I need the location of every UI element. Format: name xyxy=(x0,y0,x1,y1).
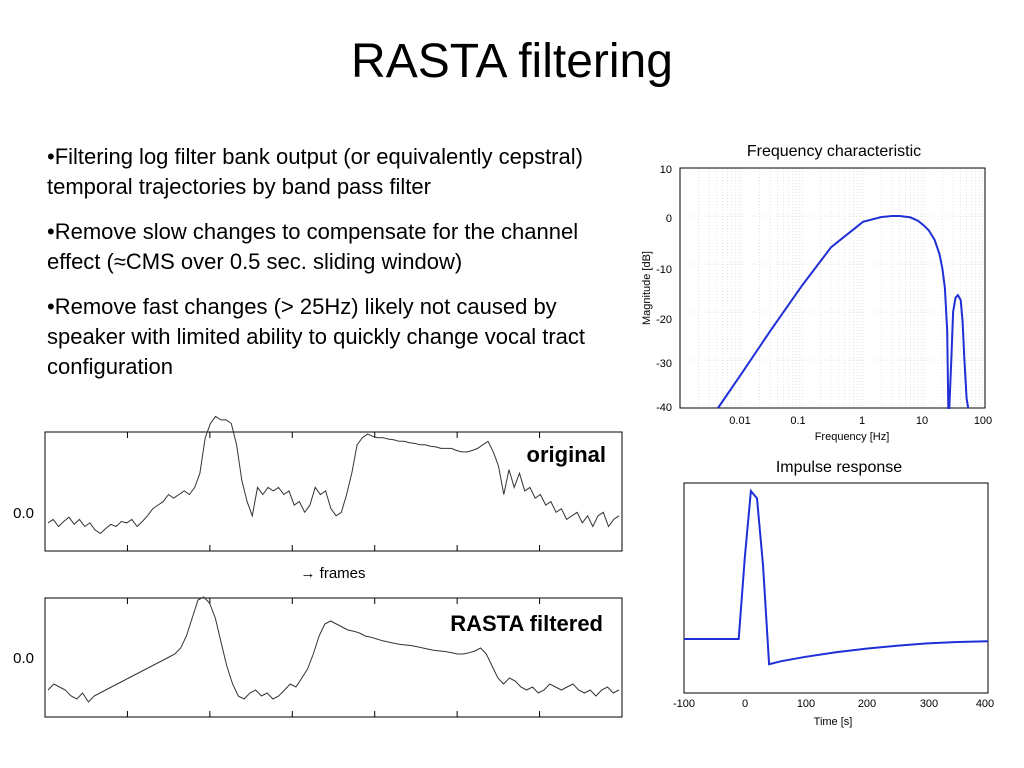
x-tick-label: 0.01 xyxy=(729,415,750,427)
y-tick-label: -40 xyxy=(656,402,672,414)
plot-frame xyxy=(679,167,986,409)
x-tick-label: 100 xyxy=(797,698,815,710)
x-tick-label: 400 xyxy=(976,698,994,710)
data-series-line xyxy=(717,215,970,409)
plot-frame xyxy=(44,431,623,552)
grid xyxy=(680,168,985,408)
chart-title: Frequency characteristic xyxy=(747,143,921,160)
original-trajectory-plot: 0.0 original → frames xyxy=(13,415,623,582)
x-tick-label: 0 xyxy=(742,698,748,710)
plot-label: RASTA filtered xyxy=(450,611,603,636)
slide-title: RASTA filtering xyxy=(351,35,673,88)
plot-label: original xyxy=(527,442,606,467)
y-tick-label: -10 xyxy=(656,264,672,276)
x-tick-label: 1 xyxy=(859,415,865,427)
bullet-item: •Remove slow changes to compensate for t… xyxy=(47,219,579,274)
x-axis-label: Frequency [Hz] xyxy=(815,431,890,443)
x-tick-label: 300 xyxy=(920,698,938,710)
y-tick-label: -30 xyxy=(656,358,672,370)
tick-marks xyxy=(126,598,623,717)
x-tick-label: 10 xyxy=(916,415,928,427)
x-tick-label: 0.1 xyxy=(790,415,805,427)
x-tick-labels: -100 0 100 200 300 400 xyxy=(673,698,994,710)
chart-title: Impulse response xyxy=(776,459,902,476)
data-series-line xyxy=(684,488,989,666)
y-tick-label: 0.0 xyxy=(13,650,34,667)
y-tick-label: -20 xyxy=(656,314,672,326)
bullet-item: •Remove fast changes (> 25Hz) likely not… xyxy=(47,294,586,379)
plot-frame xyxy=(44,597,623,718)
bullet-item: •Filtering log filter bank output (or eq… xyxy=(47,144,583,199)
x-tick-label: 100 xyxy=(974,415,992,427)
x-axis-label: Time [s] xyxy=(814,716,853,728)
frequency-characteristic-plot: Frequency characteristic 10 0 -10 -20 -3… xyxy=(641,143,992,443)
data-series-line xyxy=(47,415,620,535)
x-tick-labels: 0.01 0.1 1 10 100 xyxy=(729,415,992,427)
tick-marks xyxy=(126,432,623,551)
y-tick-label: 10 xyxy=(660,164,672,176)
x-axis-label: → frames xyxy=(300,565,365,582)
y-tick-label: 0 xyxy=(666,213,672,225)
rasta-filtered-plot: 0.0 RASTA filtered xyxy=(13,596,623,718)
data-series-line xyxy=(47,596,620,703)
x-tick-label: -100 xyxy=(673,698,695,710)
y-tick-label: 0.0 xyxy=(13,505,34,522)
x-tick-label: 200 xyxy=(858,698,876,710)
y-tick-labels: 10 0 -10 -20 -30 -40 xyxy=(656,164,672,414)
y-axis-label: Magnitude [dB] xyxy=(641,251,653,325)
plot-frame xyxy=(683,482,989,694)
impulse-response-plot: Impulse response -100 0 100 200 300 400 … xyxy=(673,459,994,728)
bullet-list: •Filtering log filter bank output (or eq… xyxy=(47,142,637,397)
